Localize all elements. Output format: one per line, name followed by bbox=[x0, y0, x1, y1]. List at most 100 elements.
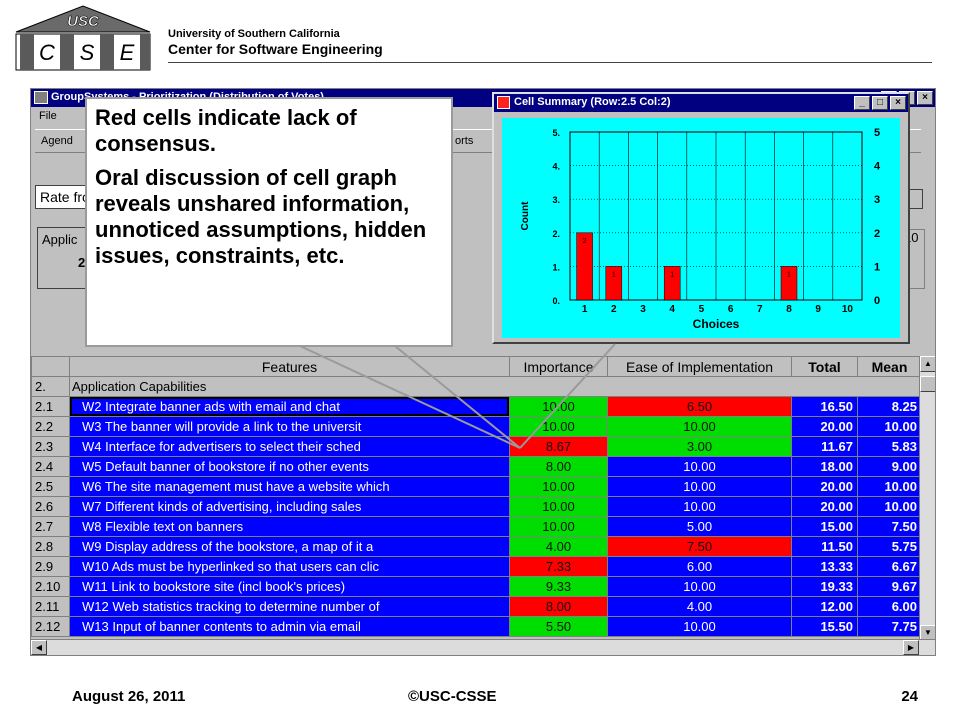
table-row[interactable]: 2.8 W9 Display address of the bookstore, … bbox=[31, 536, 935, 557]
agenda-button[interactable]: Agend bbox=[41, 135, 73, 147]
feature-cell[interactable]: W10 Ads must be hyperlinked so that user… bbox=[69, 556, 510, 577]
feature-cell[interactable]: W11 Link to bookstore site (incl book's … bbox=[69, 576, 510, 597]
mean-cell[interactable]: 7.50 bbox=[857, 516, 922, 537]
chart-maximize-button[interactable]: □ bbox=[872, 96, 888, 110]
total-cell[interactable]: 19.33 bbox=[791, 576, 858, 597]
row-id[interactable]: 2.12 bbox=[31, 616, 70, 637]
row-id[interactable]: 2.2 bbox=[31, 416, 70, 437]
table-row[interactable]: 2.10 W11 Link to bookstore site (incl boo… bbox=[31, 576, 935, 597]
ease-cell[interactable]: 4.00 bbox=[607, 596, 792, 617]
total-cell[interactable]: 15.50 bbox=[791, 616, 858, 637]
feature-cell[interactable]: W8 Flexible text on banners bbox=[69, 516, 510, 537]
total-cell[interactable]: 20.00 bbox=[791, 416, 858, 437]
table-row[interactable]: 2.12 W13 Input of banner contents to admi… bbox=[31, 616, 935, 637]
total-cell[interactable]: 20.00 bbox=[791, 476, 858, 497]
mean-cell[interactable]: 6.67 bbox=[857, 556, 922, 577]
mean-cell[interactable]: 10.00 bbox=[857, 496, 922, 517]
feature-cell[interactable]: W13 Input of banner contents to admin vi… bbox=[69, 616, 510, 637]
table-row[interactable]: 2.5 W6 The site management must have a we… bbox=[31, 476, 935, 497]
ease-cell[interactable]: 10.00 bbox=[607, 496, 792, 517]
row-id[interactable]: 2.9 bbox=[31, 556, 70, 577]
row-id[interactable]: 2.5 bbox=[31, 476, 70, 497]
header-mean[interactable]: Mean bbox=[857, 356, 922, 377]
row-id[interactable]: 2.4 bbox=[31, 456, 70, 477]
ease-cell[interactable]: 10.00 bbox=[607, 476, 792, 497]
menu-file[interactable]: File bbox=[39, 110, 57, 122]
table-row[interactable]: 2.4 W5 Default banner of bookstore if no … bbox=[31, 456, 935, 477]
mean-cell[interactable]: 5.83 bbox=[857, 436, 922, 457]
total-cell[interactable]: 20.00 bbox=[791, 496, 858, 517]
total-cell[interactable]: 16.50 bbox=[791, 396, 858, 417]
total-cell[interactable]: 11.67 bbox=[791, 436, 858, 457]
ease-cell[interactable]: 10.00 bbox=[607, 576, 792, 597]
group-row[interactable]: 2. Application Capabilities bbox=[31, 376, 935, 397]
importance-cell[interactable]: 5.50 bbox=[509, 616, 608, 637]
ease-cell[interactable]: 6.50 bbox=[607, 396, 792, 417]
mean-cell[interactable]: 7.75 bbox=[857, 616, 922, 637]
ease-cell[interactable]: 5.00 bbox=[607, 516, 792, 537]
cell-summary-title-bar[interactable]: Cell Summary (Row:2.5 Col:2) _ □ × bbox=[494, 94, 908, 112]
mean-cell[interactable]: 10.00 bbox=[857, 476, 922, 497]
row-id[interactable]: 2.6 bbox=[31, 496, 70, 517]
total-cell[interactable]: 18.00 bbox=[791, 456, 858, 477]
feature-cell[interactable]: W4 Interface for advertisers to select t… bbox=[69, 436, 510, 457]
feature-cell[interactable]: W2 Integrate banner ads with email and c… bbox=[69, 396, 510, 417]
total-cell[interactable]: 12.00 bbox=[791, 596, 858, 617]
ease-cell[interactable]: 10.00 bbox=[607, 416, 792, 437]
total-cell[interactable]: 11.50 bbox=[791, 536, 858, 557]
importance-cell[interactable]: 10.00 bbox=[509, 476, 608, 497]
row-id[interactable]: 2.3 bbox=[31, 436, 70, 457]
header-ease[interactable]: Ease of Implementation bbox=[607, 356, 792, 377]
row-id[interactable]: 2.11 bbox=[31, 596, 70, 617]
feature-cell[interactable]: W3 The banner will provide a link to the… bbox=[69, 416, 510, 437]
row-id[interactable]: 2.7 bbox=[31, 516, 70, 537]
importance-cell[interactable]: 10.00 bbox=[509, 416, 608, 437]
feature-cell[interactable]: W7 Different kinds of advertising, inclu… bbox=[69, 496, 510, 517]
importance-cell[interactable]: 10.00 bbox=[509, 396, 608, 417]
row-id[interactable]: 2.1 bbox=[31, 396, 70, 417]
feature-cell[interactable]: W9 Display address of the bookstore, a m… bbox=[69, 536, 510, 557]
table-row[interactable]: 2.7 W8 Flexible text on banners 10.00 5.00 1… bbox=[31, 516, 935, 537]
feature-cell[interactable]: W12 Web statistics tracking to determine… bbox=[69, 596, 510, 617]
vertical-scrollbar[interactable]: ▲ ▼ bbox=[919, 356, 935, 641]
importance-cell[interactable]: 8.67 bbox=[509, 436, 608, 457]
header-importance[interactable]: Importance bbox=[509, 356, 608, 377]
mean-cell[interactable]: 9.67 bbox=[857, 576, 922, 597]
importance-cell[interactable]: 4.00 bbox=[509, 536, 608, 557]
reports-button[interactable]: orts bbox=[455, 135, 474, 147]
feature-cell[interactable]: W6 The site management must have a websi… bbox=[69, 476, 510, 497]
ease-cell[interactable]: 3.00 bbox=[607, 436, 792, 457]
table-row[interactable]: 2.11 W12 Web statistics tracking to deter… bbox=[31, 596, 935, 617]
table-row[interactable]: 2.3 W4 Interface for advertisers to selec… bbox=[31, 436, 935, 457]
row-id[interactable]: 2.10 bbox=[31, 576, 70, 597]
ease-cell[interactable]: 10.00 bbox=[607, 456, 792, 477]
scroll-right-arrow[interactable]: ▶ bbox=[903, 640, 919, 655]
ease-cell[interactable]: 6.00 bbox=[607, 556, 792, 577]
importance-cell[interactable]: 7.33 bbox=[509, 556, 608, 577]
horizontal-scrollbar[interactable]: ◀ ▶ bbox=[31, 639, 935, 655]
mean-cell[interactable]: 8.25 bbox=[857, 396, 922, 417]
scroll-left-arrow[interactable]: ◀ bbox=[31, 640, 47, 655]
table-row[interactable]: 2.9 W10 Ads must be hyperlinked so that u… bbox=[31, 556, 935, 577]
mean-cell[interactable]: 5.75 bbox=[857, 536, 922, 557]
scroll-up-arrow[interactable]: ▲ bbox=[920, 356, 935, 372]
total-cell[interactable]: 15.00 bbox=[791, 516, 858, 537]
ease-cell[interactable]: 10.00 bbox=[607, 616, 792, 637]
mean-cell[interactable]: 10.00 bbox=[857, 416, 922, 437]
table-row[interactable]: 2.2 W3 The banner will provide a link to … bbox=[31, 416, 935, 437]
importance-cell[interactable]: 10.00 bbox=[509, 516, 608, 537]
row-id[interactable]: 2.8 bbox=[31, 536, 70, 557]
importance-cell[interactable]: 8.00 bbox=[509, 596, 608, 617]
chart-close-button[interactable]: × bbox=[890, 96, 906, 110]
table-row[interactable]: 2.6 W7 Different kinds of advertising, in… bbox=[31, 496, 935, 517]
mean-cell[interactable]: 6.00 bbox=[857, 596, 922, 617]
importance-cell[interactable]: 10.00 bbox=[509, 496, 608, 517]
chart-minimize-button[interactable]: _ bbox=[854, 96, 870, 110]
importance-cell[interactable]: 8.00 bbox=[509, 456, 608, 477]
ease-cell[interactable]: 7.50 bbox=[607, 536, 792, 557]
feature-cell[interactable]: W5 Default banner of bookstore if no oth… bbox=[69, 456, 510, 477]
scroll-thumb[interactable] bbox=[920, 376, 935, 392]
header-features[interactable]: Features bbox=[69, 356, 510, 377]
importance-cell[interactable]: 9.33 bbox=[509, 576, 608, 597]
header-total[interactable]: Total bbox=[791, 356, 858, 377]
